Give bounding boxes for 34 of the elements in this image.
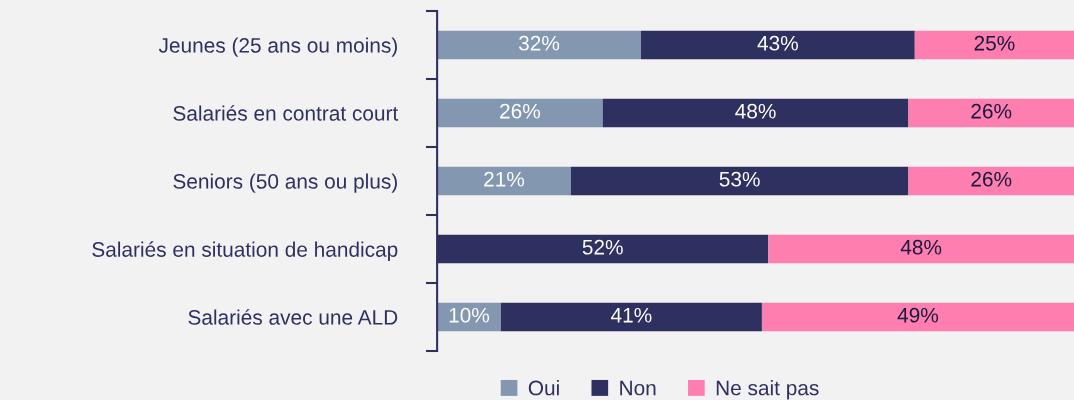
y-tick-label: Seniors (50 ans ou plus) [173, 173, 397, 193]
bar [908, 166, 1074, 196]
data-label: 10% [449, 307, 490, 323]
bar [640, 30, 915, 60]
y-tick-label: Salariés en situation de handicap [92, 241, 398, 261]
bar [768, 234, 1074, 264]
data-label: 41% [611, 307, 652, 323]
data-label: 48% [900, 239, 942, 255]
data-label: 26% [500, 103, 541, 119]
data-label: 49% [897, 307, 939, 323]
data-label: 21% [484, 171, 525, 187]
data-label: 48% [735, 103, 776, 119]
bar [500, 302, 762, 332]
bar [908, 98, 1074, 128]
bar [437, 98, 603, 128]
data-label: 52% [582, 239, 623, 255]
bar [914, 30, 1074, 60]
legend-label: Ne sait pas [716, 380, 819, 400]
bar [761, 302, 1074, 332]
data-label: 26% [971, 103, 1012, 119]
data-label: 53% [719, 171, 760, 187]
bar [602, 98, 909, 128]
bar [570, 166, 909, 196]
y-tick-label: Salariés avec une ALD [188, 309, 398, 325]
y-tick-label: Salariés en contrat court [173, 105, 399, 121]
data-label: 25% [974, 35, 1015, 51]
legend-label: Non [620, 380, 656, 396]
legend-label: Oui [528, 380, 559, 396]
data-label: 26% [971, 171, 1012, 187]
bar [437, 30, 641, 60]
data-label: 43% [757, 35, 798, 51]
data-label: 32% [518, 35, 560, 51]
bar [437, 166, 571, 196]
y-tick-label: Jeunes (25 ans ou moins) [158, 37, 397, 57]
